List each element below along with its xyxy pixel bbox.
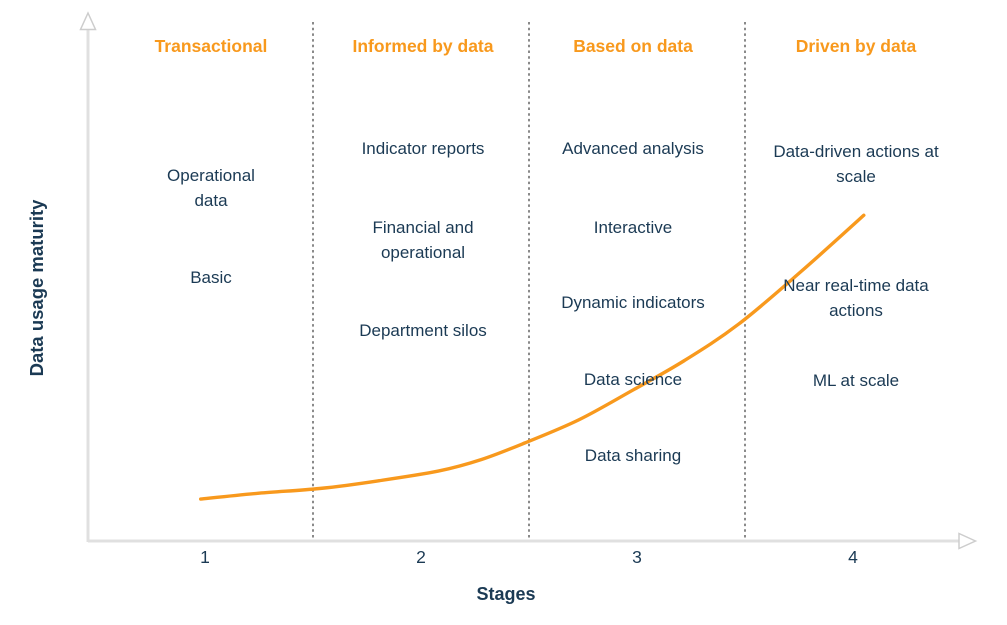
- stage-item: Indicator reports: [328, 136, 518, 161]
- stage-item-label: Data science: [583, 370, 683, 389]
- stage-item-label: Data-driven actions at scale: [773, 142, 939, 186]
- stage-item: Advanced analysis: [538, 136, 728, 161]
- stage-item-label: Financial and operational: [372, 218, 474, 262]
- stage-item-label: Near real-time data actions: [783, 276, 929, 320]
- stage-header-driven-by-data: Driven by data: [795, 36, 917, 56]
- stage-header-transactional: Transactional: [154, 36, 268, 56]
- stage-item-label: Data sharing: [584, 446, 682, 465]
- x-tick-1: 1: [200, 547, 210, 567]
- stage-item: Data-driven actions at scale: [760, 139, 952, 189]
- x-tick-4: 4: [848, 547, 858, 567]
- stage-item: Near real-time data actions: [760, 273, 952, 323]
- stage-item: Data science: [538, 367, 728, 392]
- stage-header-informed-by-data: Informed by data: [352, 36, 494, 56]
- x-axis-arrow-icon: [958, 532, 978, 550]
- x-axis-label: Stages: [476, 584, 536, 604]
- stage-item-label: Dynamic indicators: [561, 293, 705, 312]
- x-tick-3: 3: [632, 547, 642, 567]
- stage-item: Department silos: [328, 318, 518, 343]
- stage-item: ML at scale: [760, 368, 952, 393]
- stage-item-label: Operational data: [167, 166, 255, 210]
- maturity-curve: [199, 213, 866, 501]
- stage-item: Basic: [116, 265, 306, 290]
- stage-item-label: ML at scale: [812, 371, 900, 390]
- y-axis-arrow-icon: [79, 11, 97, 31]
- stage-item-label: Department silos: [359, 321, 487, 340]
- stage-dividers: [312, 22, 746, 540]
- y-axis-label: Data usage maturity: [26, 199, 47, 377]
- stage-item: Operational data: [116, 163, 306, 213]
- stage-item: Financial and operational: [328, 215, 518, 265]
- stage-item: Interactive: [538, 215, 728, 240]
- stage-header-based-on-data: Based on data: [573, 36, 693, 56]
- stage-item: Dynamic indicators: [538, 290, 728, 315]
- x-tick-2: 2: [416, 547, 426, 567]
- stage-item: Data sharing: [538, 443, 728, 468]
- stage-item-label: Basic: [190, 268, 232, 287]
- stage-item-label: Indicator reports: [361, 139, 485, 158]
- stage-item-label: Interactive: [593, 218, 673, 237]
- stage-item-label: Advanced analysis: [562, 139, 704, 158]
